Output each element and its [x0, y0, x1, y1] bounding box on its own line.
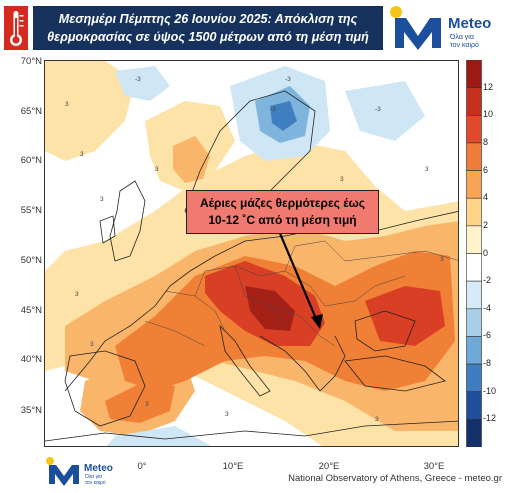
colorbar-label: 8 — [483, 136, 489, 147]
colorbar-swatch — [466, 363, 482, 393]
warm-light-west — [45, 61, 135, 161]
logo-word: Meteo — [448, 15, 491, 32]
contour-label: 3 — [225, 411, 229, 418]
contour-label-negative: -3 — [270, 106, 276, 113]
colorbar-swatch — [466, 170, 482, 199]
cold-light-south — [106, 426, 212, 446]
lat-label-45: 45°N — [20, 305, 42, 316]
footer-credit: National Observatory of Athens, Greece -… — [288, 473, 502, 484]
footer-logo-word: Meteo — [84, 463, 113, 474]
colorbar-label: 10 — [483, 109, 494, 120]
page-title: Μεσημέρι Πέμπτης 26 Ιουνίου 2025: Απόκλι… — [33, 6, 383, 50]
colorbar-label: -4 — [483, 302, 492, 313]
lat-label-65: 65°N — [20, 106, 42, 117]
contour-labels: 3 3 3 3 3 3 3 3 3 3 3 3 3 -3 -3 -3 -3 — [65, 76, 444, 423]
logo-slogan-2: τον καιρό — [450, 41, 479, 49]
contour-label: 3 — [440, 256, 444, 263]
colorbar-label: 6 — [483, 164, 489, 175]
warm-orange-iberia — [105, 381, 175, 423]
footer-logo-slogan-1: Όλα για — [84, 474, 102, 480]
warm-dark-core — [245, 286, 295, 331]
coastline-turkey — [344, 355, 446, 392]
colorbar-label: -10 — [483, 385, 497, 396]
lat-label-35: 35°N — [20, 405, 42, 416]
logo-slogan-1: Όλα για — [449, 34, 474, 41]
lon-label-0: 0° — [137, 461, 147, 472]
contour-label: 3 — [65, 101, 69, 108]
colorbar-swatch — [466, 142, 482, 171]
colorbar-label: 0 — [483, 247, 489, 258]
cold-light-atlantic — [115, 66, 170, 101]
coastline-iberia — [64, 350, 146, 427]
thermometer-icon — [4, 6, 28, 50]
colorbar-swatch — [466, 253, 482, 282]
lat-label-60: 60°N — [20, 155, 42, 166]
lon-label-10: 10°E — [222, 461, 244, 472]
lat-label-70: 70°N — [20, 56, 42, 67]
contour-label: 3 — [80, 151, 84, 158]
colorbar-label: -8 — [483, 358, 492, 369]
colorbar-swatch — [466, 419, 482, 447]
annotation-arrow-line — [277, 230, 319, 322]
title-line-2: θερμοκρασίας σε ύψος 1500 μέτρων από τη … — [47, 30, 369, 44]
colorbar-label: -2 — [483, 275, 492, 286]
annotation-line-2: 10-12 ˚C από τη μέση τιμή — [208, 213, 357, 227]
lat-label-50: 50°N — [20, 255, 42, 266]
footer-logo-slogan-2: τον καιρό — [85, 479, 106, 486]
colorbar-swatch — [466, 336, 482, 365]
cold-light-east — [345, 81, 425, 141]
colorbar-label: 12 — [483, 81, 494, 92]
coastline-uk — [109, 180, 146, 262]
colorbar-swatch — [466, 391, 482, 420]
cold-dark-scandinavia — [270, 101, 297, 131]
colorbar-label: 4 — [483, 192, 489, 203]
country-borders — [144, 240, 458, 347]
annotation-line-1: Αέριες μάζες θερμότερες έως — [199, 196, 366, 210]
footer-meteo-logo: Meteo Όλα για τον καιρό — [46, 457, 113, 486]
coastline-italy — [219, 324, 271, 397]
lon-label-20: 20°E — [318, 461, 340, 472]
colorbar-swatch — [466, 225, 482, 254]
temperature-anomaly-map: 3 3 3 3 3 3 3 3 3 3 3 3 3 -3 -3 -3 -3 — [44, 60, 459, 447]
contour-label: 3 — [145, 401, 149, 408]
contour-label: 3 — [375, 416, 379, 423]
contour-label: 3 — [100, 196, 104, 203]
colorbar — [466, 60, 482, 447]
contour-label: 3 — [155, 166, 159, 173]
warm-mid-scandinavia — [173, 136, 210, 183]
contour-label-negative: -3 — [135, 76, 141, 83]
coastline-blacksea — [354, 310, 416, 352]
colorbar-swatch — [466, 280, 482, 310]
coastline-balkans — [259, 335, 346, 392]
colorbar-swatches — [466, 60, 482, 447]
header: Μεσημέρι Πέμπτης 26 Ιουνίου 2025: Απόκλι… — [0, 0, 508, 56]
title-line-1: Μεσημέρι Πέμπτης 26 Ιουνίου 2025: Απόκλι… — [58, 12, 358, 26]
colorbar-label: 2 — [483, 219, 489, 230]
warm-red-east — [365, 286, 445, 346]
coastlines — [45, 90, 458, 442]
coastline-ireland — [99, 215, 116, 244]
contour-label: 3 — [90, 341, 94, 348]
meteo-logo: Meteo Όλα για τον καιρό — [390, 6, 491, 50]
lat-label-40: 40°N — [20, 354, 42, 365]
contour-label-negative: -3 — [375, 106, 381, 113]
colorbar-swatch — [466, 197, 482, 227]
colorbar-swatch — [466, 114, 482, 144]
contour-label: 3 — [75, 291, 79, 298]
colorbar-label: -12 — [483, 413, 497, 424]
coastline-north-africa — [45, 420, 458, 442]
colorbar-swatch — [466, 308, 482, 337]
map-canvas: 3 3 3 3 3 3 3 3 3 3 3 3 3 -3 -3 -3 -3 — [45, 61, 458, 446]
contour-label: 3 — [340, 176, 344, 183]
annotation-arrow-head — [311, 314, 323, 329]
contour-label-negative: -3 — [285, 76, 291, 83]
annotation-callout: Αέριες μάζες θερμότερες έως 10-12 ˚C από… — [186, 190, 379, 234]
colorbar-swatch — [466, 87, 482, 116]
colorbar-swatch — [466, 60, 482, 88]
contour-label: 3 — [425, 166, 429, 173]
lon-label-30: 30°E — [423, 461, 445, 472]
lat-label-55: 55°N — [20, 205, 42, 216]
colorbar-label: -6 — [483, 330, 492, 341]
